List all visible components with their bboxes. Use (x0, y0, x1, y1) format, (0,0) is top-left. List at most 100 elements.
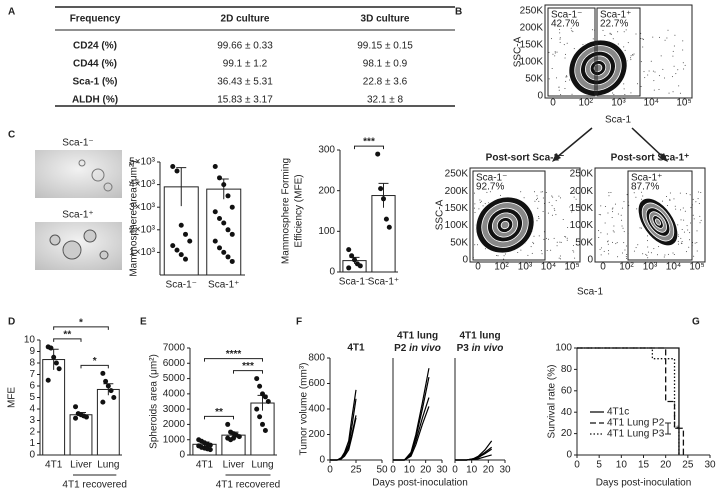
event-dot (640, 61, 642, 63)
event-dot (612, 207, 614, 209)
event-dot (611, 33, 613, 35)
event-dot (623, 242, 625, 244)
data-point (212, 238, 218, 244)
event-dot (623, 88, 625, 90)
event-dot (681, 241, 683, 243)
event-dot (612, 92, 614, 94)
table-cell: Sca-1 (%) (72, 77, 117, 88)
y-tick-label: 5000 (163, 373, 186, 384)
event-dot (551, 67, 553, 69)
y-axis-label: Efficiency (MFE) (294, 174, 305, 247)
x-tick-label: Sca-1⁻ (339, 277, 370, 288)
event-dot (652, 70, 654, 72)
y-tick-label: 100 (555, 343, 572, 354)
gate-label: Sca-1⁻ (551, 10, 582, 21)
event-dot (553, 208, 555, 210)
data-point (108, 388, 114, 394)
event-dot (611, 216, 613, 218)
event-dot (531, 252, 533, 254)
data-point (83, 414, 89, 420)
table-header: 3D culture (361, 14, 410, 25)
event-dot (599, 248, 601, 250)
event-dot (677, 224, 679, 226)
data-point (56, 366, 62, 372)
event-dot (694, 242, 696, 244)
event-dot (548, 201, 550, 203)
event-dot (630, 57, 632, 59)
event-dot (598, 214, 600, 216)
event-dot (680, 237, 682, 239)
event-dot (624, 249, 626, 251)
event-dot (610, 192, 612, 194)
event-dot (672, 50, 674, 52)
gate-percent: 92.7% (476, 182, 504, 193)
event-dot (689, 239, 691, 241)
flow-x-tick: 0 (600, 262, 606, 273)
y-tick-label: 7000 (163, 343, 186, 354)
event-dot (684, 210, 686, 212)
event-dot (647, 257, 649, 259)
data-point (254, 406, 260, 412)
event-dot (517, 251, 519, 253)
event-dot (625, 29, 627, 31)
data-point (174, 168, 180, 174)
y-tick-label: 800 (308, 353, 325, 364)
event-dot (675, 208, 677, 210)
event-dot (566, 75, 568, 77)
flow-y-tick: 100K (520, 57, 544, 68)
data-point (100, 399, 106, 405)
event-dot (538, 200, 540, 202)
event-dot (623, 31, 625, 33)
flow-x-tick: 10⁴ (666, 262, 681, 273)
flow-x-tick: 0 (550, 98, 556, 109)
legend-label: 4T1c (607, 407, 629, 418)
event-dot (677, 235, 679, 237)
event-dot (621, 219, 623, 221)
event-dot (689, 194, 691, 196)
event-dot (542, 197, 544, 199)
gate-percent: 22.7% (600, 19, 628, 30)
event-dot (681, 242, 683, 244)
event-dot (530, 246, 532, 248)
x-axis-label: Days post-inoculation (372, 478, 468, 489)
event-dot (635, 33, 637, 35)
flow-x-tick: 10⁴ (644, 98, 659, 109)
error-bar (378, 182, 389, 208)
event-dot (682, 207, 684, 209)
event-dot (672, 55, 674, 57)
event-dot (554, 55, 556, 57)
y-tick-label: 10 (24, 335, 36, 346)
event-dot (683, 231, 685, 233)
event-dot (674, 205, 676, 207)
event-dot (608, 250, 610, 252)
flow-y-tick: 50K (575, 237, 593, 248)
event-dot (624, 49, 626, 51)
data-point (100, 370, 106, 376)
event-dot (571, 191, 573, 193)
event-dot (673, 45, 675, 47)
data-point (357, 263, 363, 269)
event-dot (608, 195, 610, 197)
event-dot (548, 51, 550, 53)
event-dot (560, 94, 562, 96)
event-dot (480, 200, 482, 202)
significance-label: **** (226, 349, 242, 360)
event-dot (645, 253, 647, 255)
y-axis-label: Mammosphere Forming (281, 158, 292, 264)
event-dot (503, 258, 505, 260)
event-dot (658, 75, 660, 77)
event-dot (640, 85, 642, 87)
event-dot (664, 254, 666, 256)
y-tick-label: 0 (29, 450, 35, 461)
y-tick-label: 0 (329, 267, 335, 278)
flow-x-tick: 0 (475, 262, 481, 273)
y-tick-label: 600 (308, 378, 325, 389)
event-dot (550, 38, 552, 40)
event-dot (622, 227, 624, 229)
event-dot (688, 246, 690, 248)
data-point (225, 254, 231, 260)
event-dot (500, 194, 502, 196)
plot-frame (469, 167, 581, 263)
bar (250, 402, 275, 456)
flow-y-tick: 250K (570, 169, 594, 180)
